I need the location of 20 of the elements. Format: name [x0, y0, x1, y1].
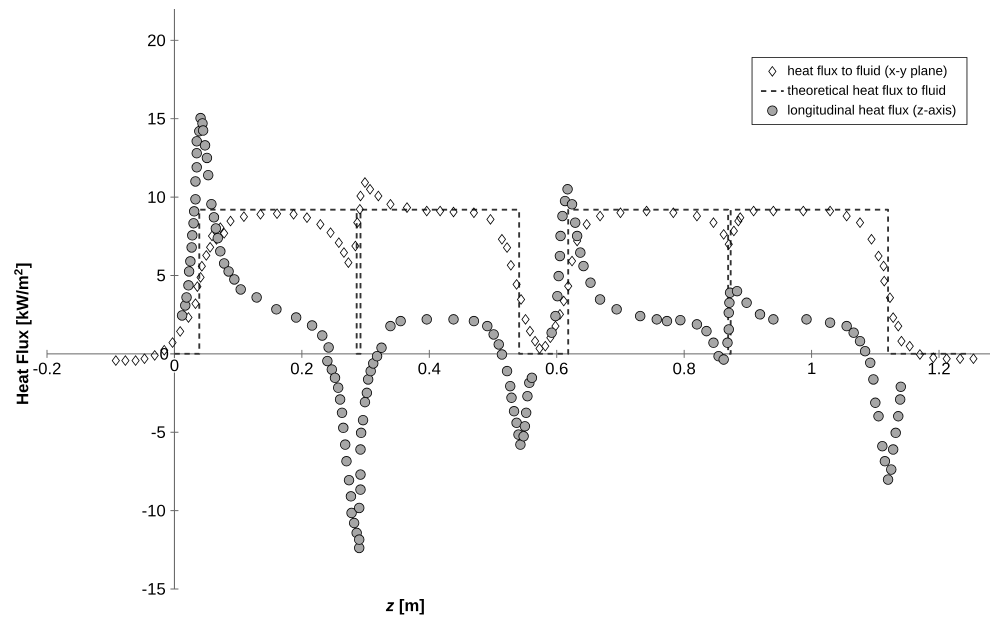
x-tick-label: 0.6 [546, 362, 568, 374]
legend-label: longitudinal heat flux (z-axis) [788, 104, 956, 118]
x-tick-label: 1 [808, 362, 816, 374]
y-tick-label: -10 [142, 504, 166, 517]
y-tick-label: 5 [157, 270, 166, 282]
x-tick-label: 0.8 [673, 362, 696, 374]
x-tick-label: -0.2 [33, 362, 61, 374]
y-tick-label: 20 [148, 34, 166, 46]
y-tick-label: 15 [148, 112, 166, 125]
y-tick-label: -5 [152, 426, 166, 438]
x-axis-title: z [m] [386, 599, 424, 615]
x-tick-label: 0.4 [418, 362, 440, 374]
legend-label: theoretical heat flux to fluid [788, 85, 946, 95]
y-tick-label: -15 [142, 583, 166, 595]
y-axis-title: Heat Flux [kW/m$^{2}$] [14, 264, 32, 404]
y-tick-label: 10 [148, 191, 166, 203]
x-tick-label: 0 [170, 359, 178, 372]
x-tick-label: 0.2 [290, 362, 313, 374]
x-tick-label: 1.2 [928, 362, 950, 374]
legend-label: heat flux to fluid (x-y plane) [788, 66, 947, 78]
